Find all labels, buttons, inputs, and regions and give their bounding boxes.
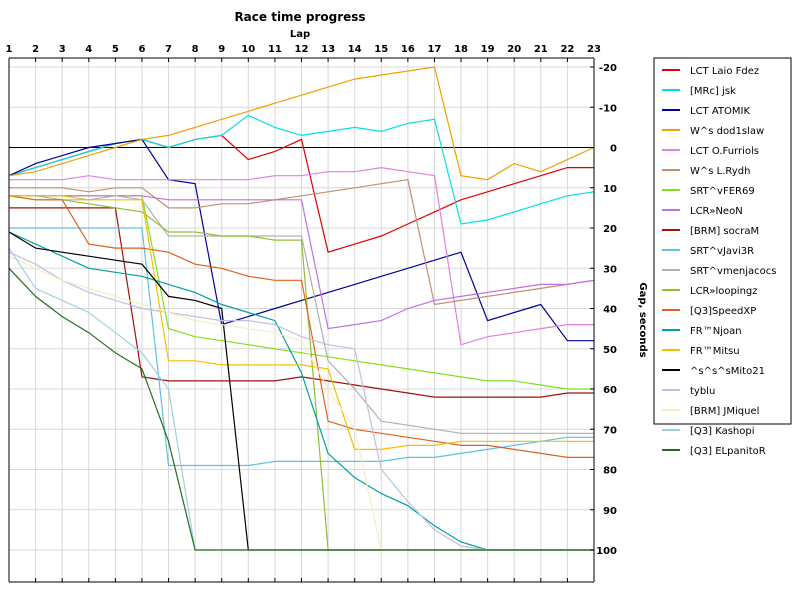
legend-label: [MRc] jsk — [690, 86, 736, 97]
series-line-9 — [9, 207, 594, 398]
legend-label: SRT^vmenjacocs — [690, 266, 776, 277]
legend-label: W^s dod1slaw — [690, 126, 764, 137]
legend-label: [BRM] JMiquel — [690, 406, 759, 417]
series-line-11 — [9, 195, 594, 434]
legend-label: [Q3]SpeedXP — [690, 306, 756, 317]
x-tick-label: 20 — [507, 44, 521, 55]
y-tick-label: 60 — [603, 385, 617, 396]
x-axis-label: Lap — [290, 29, 310, 40]
x-tick-label: 17 — [427, 44, 441, 55]
y-tick-label: 100 — [596, 546, 617, 557]
legend-label: LCT Laio Fdez — [690, 66, 759, 77]
legend-label: LCR»NeoN — [690, 206, 743, 217]
x-tick-label: 23 — [587, 44, 601, 55]
series-line-4 — [8, 66, 595, 181]
series-line-20 — [8, 267, 594, 551]
series-line-8 — [9, 195, 595, 330]
x-tick-label: 9 — [218, 44, 225, 55]
series-line-5 — [9, 166, 594, 346]
legend-label: [Q3] Kashopi — [690, 426, 755, 437]
x-tick-label: 15 — [374, 44, 388, 55]
x-tick-label: 1 — [6, 44, 13, 55]
legend-label: tyblu — [690, 386, 715, 397]
legend-label: LCT O.Furriols — [690, 146, 759, 157]
legend-label: LCR»loopingz — [690, 286, 758, 297]
y-tick-label: 80 — [603, 466, 617, 477]
y-tick-label: 0 — [610, 144, 617, 155]
series-line-15 — [9, 195, 594, 450]
x-tick-label: 16 — [401, 44, 415, 55]
y-tick-label: 40 — [603, 305, 617, 316]
x-tick-label: 5 — [112, 44, 119, 55]
series-lines — [8, 66, 595, 551]
x-tick-label: 18 — [454, 44, 468, 55]
series-line-3 — [8, 138, 594, 342]
chart-title: Race time progress — [234, 10, 365, 24]
legend-label: FR™Mitsu — [690, 346, 740, 357]
legend-label: ^s^s^sMito21 — [690, 366, 765, 377]
x-tick-label: 11 — [268, 44, 282, 55]
y-axis-label: Gap, seconds — [637, 282, 648, 357]
x-tick-label: 22 — [560, 44, 574, 55]
x-tick-label: 13 — [321, 44, 335, 55]
series-line-10 — [9, 227, 594, 467]
x-tick-label: 6 — [138, 44, 145, 55]
series-line-6 — [9, 179, 595, 306]
y-tick-label: -10 — [599, 103, 617, 114]
x-tick-label: 12 — [295, 44, 309, 55]
y-tick-label: -20 — [599, 63, 617, 74]
legend-label: SRT^vFER69 — [690, 186, 755, 197]
legend: LCT Laio Fdez [MRc] jsk LCT ATOMIK W^s dod1… — [653, 57, 792, 457]
y-tick-label: 70 — [603, 425, 617, 436]
axes: 1 2 3 4 5 6 7 8 9 10 11 12 13 14 15 16 17 18 19 20 21 22 23-20… — [6, 44, 617, 583]
series-line-2 — [8, 114, 595, 225]
y-tick-label: 30 — [603, 264, 617, 275]
legend-label: FR™Njoan — [690, 326, 742, 337]
y-tick-label: 90 — [603, 506, 617, 517]
y-tick-label: 20 — [603, 224, 617, 235]
x-tick-label: 14 — [348, 44, 362, 55]
x-tick-label: 10 — [241, 44, 255, 55]
x-tick-label: 21 — [534, 44, 548, 55]
x-tick-label: 19 — [481, 44, 495, 55]
y-tick-label: 10 — [603, 184, 617, 195]
legend-label: [Q3] ELpanitoR — [690, 446, 766, 457]
x-tick-label: 7 — [165, 44, 172, 55]
x-tick-label: 2 — [32, 44, 39, 55]
x-tick-label: 4 — [85, 44, 92, 55]
legend-label: SRT^vJavi3R — [690, 246, 754, 257]
x-tick-label: 3 — [59, 44, 66, 55]
y-tick-label: 50 — [603, 345, 617, 356]
legend-label: [BRM] socraM — [690, 226, 759, 237]
legend-box — [653, 57, 792, 425]
series-line-13 — [8, 195, 594, 458]
legend-label: LCT ATOMIK — [690, 106, 750, 117]
legend-label: W^s L.Rydh — [690, 166, 750, 177]
x-tick-label: 8 — [192, 44, 199, 55]
